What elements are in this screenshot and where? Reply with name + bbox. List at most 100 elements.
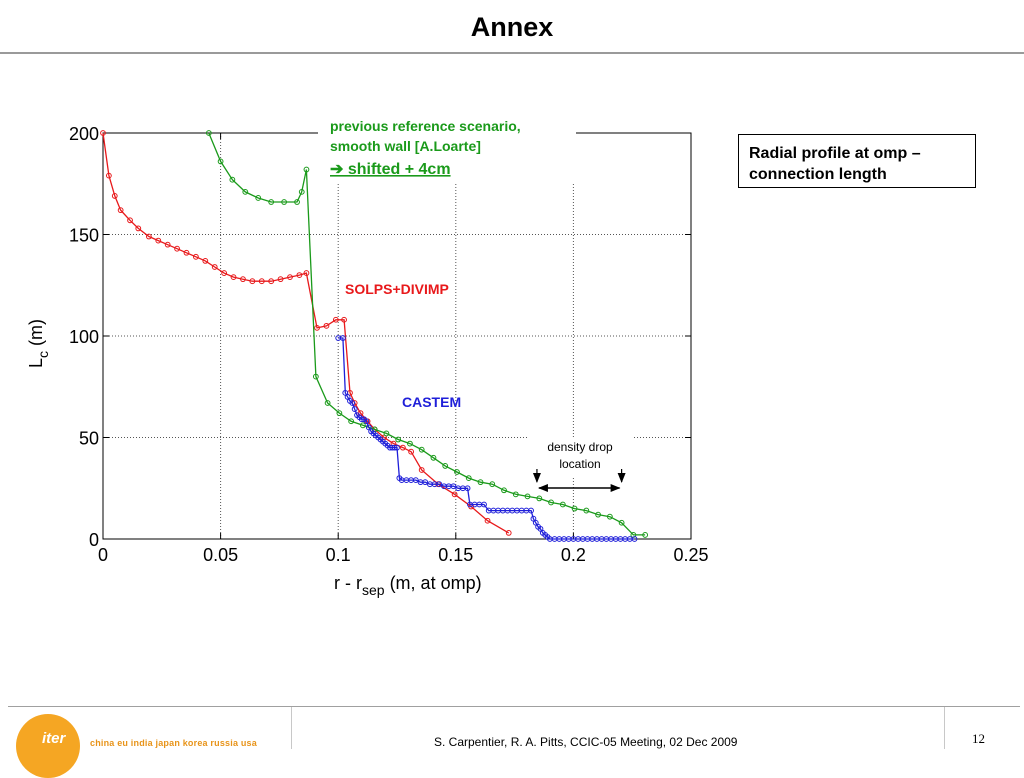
data-point-castem — [391, 444, 398, 451]
data-point-green — [312, 373, 319, 380]
data-point-solps — [100, 130, 106, 136]
data-point-solps — [287, 274, 293, 281]
data-point-castem — [340, 335, 346, 341]
x-axis-label: r - rsep (m, at omp) — [334, 573, 482, 598]
data-point-green — [242, 188, 249, 195]
series-layer — [100, 130, 649, 542]
data-point-castem — [358, 416, 365, 423]
data-point-green — [454, 469, 460, 475]
footer-separator-left — [291, 707, 292, 749]
data-point-green — [571, 505, 578, 512]
data-point-green — [205, 130, 212, 136]
density-drop-line2: location — [559, 457, 600, 471]
data-point-green — [383, 430, 390, 437]
radial-profile-note: Radial profile at omp – connection lengt… — [738, 134, 976, 188]
data-point-solps — [117, 207, 124, 214]
data-point-solps — [268, 278, 275, 285]
y-tick-label: 200 — [69, 124, 99, 144]
data-point-castem — [349, 400, 356, 406]
data-point-green — [618, 519, 625, 526]
data-point-green — [359, 422, 366, 429]
data-point-green — [489, 481, 496, 488]
data-point-green — [407, 440, 413, 447]
data-point-green — [348, 418, 355, 425]
data-point-solps — [314, 324, 320, 331]
data-point-solps — [296, 272, 303, 279]
data-point-green — [430, 454, 437, 461]
series-line-green — [208, 132, 646, 536]
data-point-solps — [341, 316, 347, 323]
data-point-green — [418, 446, 425, 453]
data-point-solps — [240, 276, 246, 283]
data-point-solps — [323, 322, 330, 329]
data-point-solps — [230, 274, 237, 281]
data-point-solps — [193, 253, 199, 260]
data-point-green — [465, 475, 472, 482]
data-point-solps — [174, 245, 180, 252]
density-drop-arrows — [532, 469, 626, 492]
data-point-castem — [436, 481, 443, 488]
slide-title: Annex — [470, 12, 554, 42]
data-point-castem — [363, 418, 370, 425]
data-point-green — [559, 501, 566, 508]
data-point-solps — [155, 237, 162, 244]
page-number: 12 — [972, 731, 985, 746]
data-point-green — [595, 511, 601, 518]
x-tick-label: 0.1 — [326, 545, 351, 565]
data-point-castem — [450, 483, 457, 490]
data-point-green — [583, 507, 590, 514]
data-point-solps — [164, 241, 171, 248]
data-point-castem — [528, 507, 534, 514]
connection-length-chart: 0 0.05 0.1 0.15 0.2 0.25 0 50 100 150 200 previous… — [26, 118, 709, 598]
y-tick-label: 100 — [69, 327, 99, 347]
data-point-green — [298, 188, 305, 195]
density-annotation-bg — [528, 437, 632, 477]
x-tick-label: 0 — [98, 545, 108, 565]
footer-citation: S. Carpentier, R. A. Pitts, CCIC-05 Meet… — [434, 735, 738, 749]
solps-label: SOLPS+DIVIMP — [345, 281, 449, 297]
data-point-castem — [422, 479, 429, 486]
castem-label: CASTEM — [402, 394, 461, 410]
data-point-castem — [631, 536, 638, 542]
data-point-green — [442, 463, 449, 469]
green-annotation-line2: smooth wall [A.Loarte] — [330, 138, 481, 154]
green-annotation-line3: ➔ shifted + 4cm — [330, 161, 451, 178]
x-tick-label: 0.25 — [673, 545, 708, 565]
data-point-solps — [211, 264, 218, 270]
data-point-solps — [258, 278, 265, 285]
data-point-solps — [145, 233, 152, 240]
x-tick-label: 0.05 — [203, 545, 238, 565]
data-point-solps — [202, 257, 209, 264]
y-tick-label: 150 — [69, 226, 99, 246]
data-point-green — [281, 199, 288, 205]
title-divider — [0, 52, 1024, 54]
data-point-green — [336, 410, 343, 417]
data-point-green — [606, 513, 613, 520]
green-annotation-bg — [318, 120, 576, 182]
data-point-solps — [399, 444, 406, 451]
data-point-solps — [221, 270, 228, 276]
data-point-green — [501, 487, 507, 494]
y-tick-label: 50 — [79, 429, 99, 449]
iter-logo-text: iter — [42, 730, 66, 747]
data-point-solps — [249, 278, 256, 285]
data-point-green — [255, 195, 262, 201]
data-point-green — [512, 491, 519, 498]
data-point-green — [294, 199, 300, 205]
data-point-green — [548, 499, 554, 506]
data-point-castem — [394, 444, 400, 451]
data-point-solps — [408, 448, 415, 455]
data-point-solps — [418, 467, 425, 473]
iter-logo-tagline: china eu india japan korea russia usa — [90, 738, 257, 748]
series-green — [205, 130, 649, 538]
data-point-solps — [127, 217, 133, 224]
data-point-solps — [505, 530, 512, 536]
footer-divider — [8, 706, 1020, 707]
y-tick-label: 0 — [89, 530, 99, 550]
data-point-castem — [351, 406, 358, 412]
data-point-green — [229, 176, 236, 183]
data-point-green — [324, 400, 331, 406]
data-point-castem — [464, 485, 471, 492]
density-drop-line1: density drop — [547, 440, 613, 454]
data-point-castem — [481, 501, 487, 508]
